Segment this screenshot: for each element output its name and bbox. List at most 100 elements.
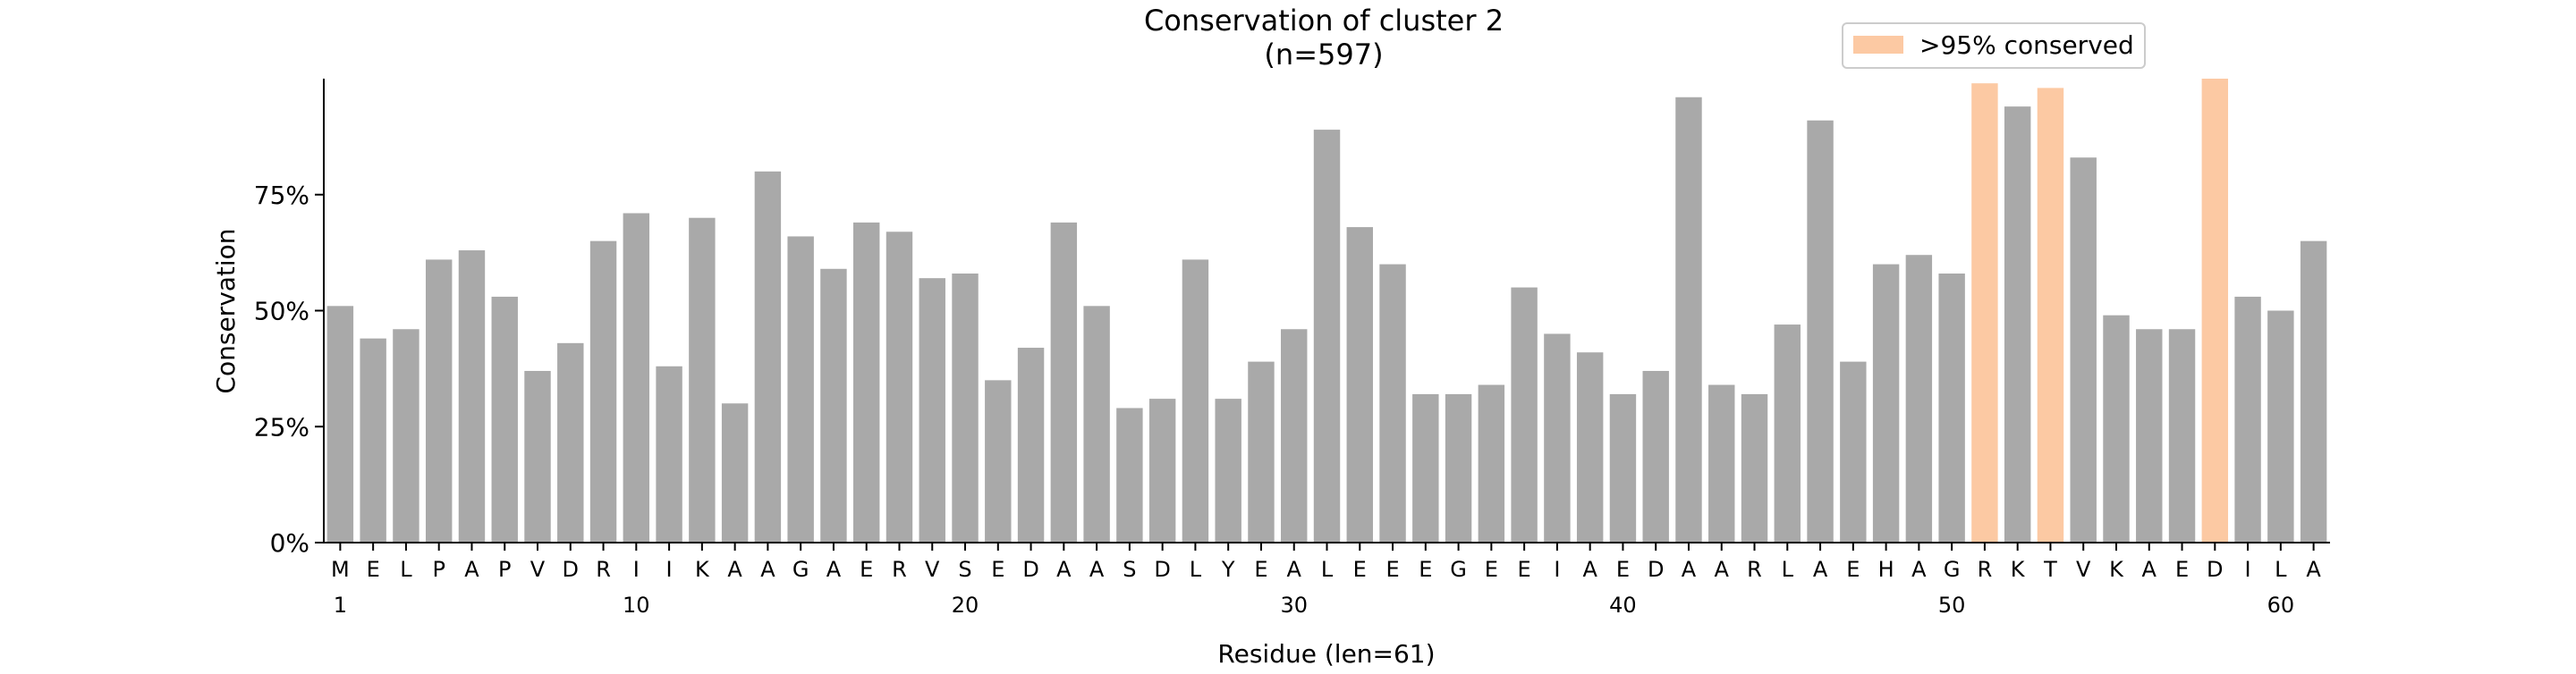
x-tick-label-residue: S (958, 557, 971, 582)
x-tick-label-residue: I (1554, 557, 1560, 582)
x-tick-label-residue: A (2142, 557, 2157, 582)
x-tick-label-residue: E (1419, 557, 1432, 582)
y-tick-label: 50% (254, 297, 309, 326)
bar-2 (360, 338, 386, 543)
x-tick-label-residue: I (2245, 557, 2251, 582)
x-position-label: 1 (334, 593, 347, 618)
bar-23 (1050, 222, 1078, 543)
bar-44 (1741, 393, 1768, 543)
bar-14 (754, 171, 782, 543)
bar-56 (2136, 329, 2163, 543)
bar-47 (1840, 361, 1867, 543)
x-tick-label-residue: D (1154, 557, 1170, 582)
bar-58 (2201, 79, 2229, 543)
bar-26 (1148, 399, 1176, 543)
bar-27 (1182, 259, 1209, 543)
bar-5 (458, 250, 486, 543)
x-tick-label-residue: A (1682, 557, 1697, 582)
x-tick-label-residue: K (695, 557, 710, 582)
bar-35 (1445, 393, 1472, 543)
x-tick-label-residue: T (2043, 557, 2057, 582)
x-tick-label-residue: R (1978, 557, 1993, 582)
bar-59 (2234, 296, 2261, 543)
x-tick-label-residue: A (727, 557, 742, 582)
x-tick-label-residue: A (1287, 557, 1302, 582)
x-tick-label-residue: D (1648, 557, 1664, 582)
bar-37 (1511, 287, 1538, 543)
bar-17 (853, 222, 880, 543)
x-position-label: 50 (1938, 593, 1966, 618)
x-tick-label-residue: Y (1221, 557, 1235, 582)
bar-28 (1215, 399, 1241, 543)
legend-label: >95% conserved (1919, 30, 2134, 60)
x-tick-label-residue: H (1878, 557, 1894, 582)
bar-21 (985, 380, 1012, 543)
x-tick-label-residue: E (2175, 557, 2189, 582)
x-tick-label-residue: R (1747, 557, 1762, 582)
x-tick-label-residue: E (860, 557, 873, 582)
bar-38 (1544, 333, 1571, 543)
legend: >95% conserved (1842, 22, 2146, 69)
bar-53 (2037, 88, 2064, 543)
x-tick-label-residue: A (760, 557, 775, 582)
x-tick-label-residue: E (1846, 557, 1860, 582)
bar-15 (787, 236, 814, 543)
bar-1 (326, 306, 354, 543)
bar-22 (1017, 348, 1045, 543)
x-tick-label-residue: E (1385, 557, 1399, 582)
bar-43 (1708, 384, 1735, 543)
bar-40 (1609, 393, 1637, 543)
bar-34 (1412, 393, 1439, 543)
bar-51 (1971, 83, 1998, 543)
x-tick-label-residue: E (1353, 557, 1367, 582)
x-tick-label-residue: E (991, 557, 1004, 582)
x-position-label: 60 (2267, 593, 2295, 618)
bar-46 (1807, 120, 1834, 543)
x-tick-label-residue: D (2207, 557, 2223, 582)
x-tick-label-residue: V (530, 557, 546, 582)
x-position-label: 20 (952, 593, 979, 618)
bar-4 (425, 259, 453, 543)
x-tick-label-residue: A (1911, 557, 1927, 582)
y-axis-ticks: 0% 25% 50% 75% (254, 181, 324, 558)
bar-60 (2267, 310, 2294, 543)
x-tick-label-residue: E (1485, 557, 1498, 582)
bar-42 (1675, 97, 1702, 543)
chart-subtitle: (n=597) (1264, 38, 1383, 72)
bar-9 (589, 240, 617, 543)
x-tick-label-residue: K (2109, 557, 2124, 582)
x-tick-label-residue: A (1813, 557, 1828, 582)
bar-45 (1774, 324, 1801, 543)
bar-18 (886, 232, 913, 543)
bar-48 (1872, 264, 1900, 543)
x-tick-label-residue: G (792, 557, 809, 582)
x-tick-label-residue: P (432, 557, 445, 582)
chart-title: Conservation of cluster 2 (1144, 4, 1504, 38)
x-tick-label-residue: G (1450, 557, 1467, 582)
legend-swatch (1853, 36, 1903, 54)
bar-33 (1379, 264, 1406, 543)
x-position-label: 30 (1280, 593, 1308, 618)
x-tick-label-residue: A (1582, 557, 1597, 582)
bar-12 (689, 217, 716, 543)
bar-25 (1116, 408, 1143, 543)
x-tick-label-residue: A (1089, 557, 1105, 582)
x-tick-label-residue: I (666, 557, 673, 582)
bar-24 (1083, 306, 1110, 543)
x-position-label: 40 (1609, 593, 1637, 618)
bar-8 (557, 342, 584, 543)
x-tick-label-residue: K (2011, 557, 2026, 582)
x-tick-label-residue: A (2306, 557, 2321, 582)
legend-box (1842, 22, 2146, 69)
bar-49 (1905, 255, 1933, 543)
bar-36 (1478, 384, 1505, 543)
x-tick-label-residue: L (1190, 557, 1202, 582)
bar-6 (491, 296, 518, 543)
x-tick-label-residue: A (1715, 557, 1730, 582)
bar-55 (2103, 315, 2130, 543)
x-tick-label-residue: R (596, 557, 611, 582)
y-tick-label: 25% (254, 412, 309, 442)
bar-20 (952, 273, 979, 543)
